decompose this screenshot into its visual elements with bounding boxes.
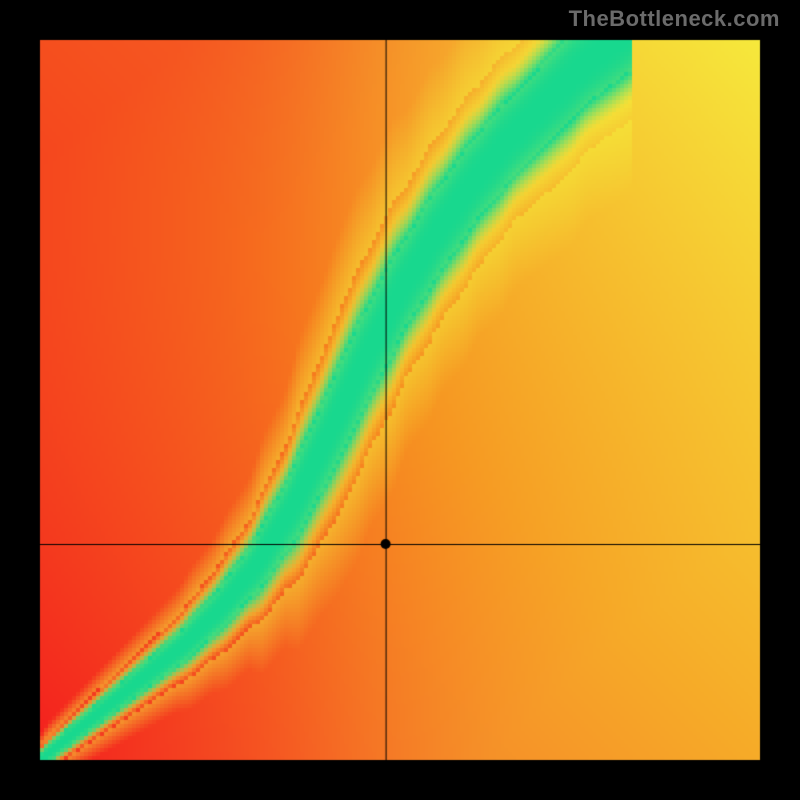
heatmap-canvas: [0, 0, 800, 800]
heatmap-canvas-wrap: [0, 0, 800, 800]
chart-root: TheBottleneck.com: [0, 0, 800, 800]
watermark-text: TheBottleneck.com: [569, 6, 780, 32]
